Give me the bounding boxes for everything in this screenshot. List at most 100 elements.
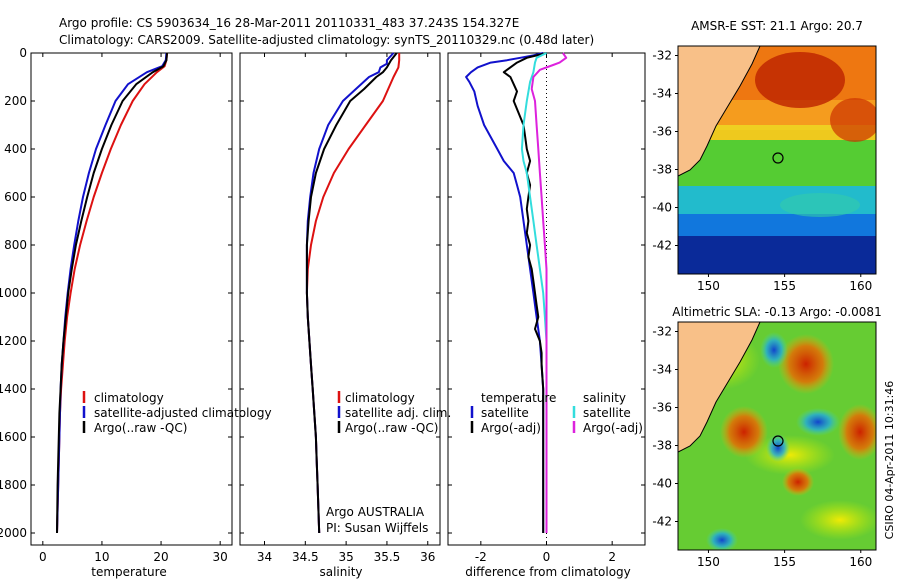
temperature-legend: climatology satellite-adjusted climatolo… <box>82 391 272 435</box>
legend-label-temperature-argo: Argo(-adj) <box>481 421 541 435</box>
x-tick-label: 30 <box>213 550 228 564</box>
series-line-satellite <box>305 52 395 534</box>
sla-positive-eddy <box>838 404 876 460</box>
legend-title-salinity: salinity <box>583 391 626 405</box>
y-tick-label: 2000 <box>0 526 27 540</box>
map-x-tick-label: 150 <box>697 555 720 569</box>
sst-coastline <box>678 46 761 177</box>
series-line-argo <box>56 52 168 534</box>
salinity-annotation-line2: PI: Susan Wijffels <box>326 521 428 535</box>
x-tick-label: 0 <box>39 550 47 564</box>
map-y-tick-label: -34 <box>652 87 672 101</box>
map-y-tick-label: -40 <box>652 477 672 491</box>
y-tick-label: 1800 <box>0 478 27 492</box>
map-x-tick-label: 150 <box>697 279 720 293</box>
legend-label-temperature-satellite: satellite <box>481 406 529 420</box>
sla-negative-eddy <box>766 434 790 462</box>
sla-yellow-patch <box>800 500 876 540</box>
series-line-climatology <box>305 53 401 534</box>
map-y-tick-label: -36 <box>652 401 672 415</box>
sst-argo-location-marker <box>772 152 784 164</box>
sst-cool-eddy <box>780 193 860 217</box>
legend-label-satellite: satellite-adjusted climatology <box>94 406 272 420</box>
map-y-tick-label: -38 <box>652 439 672 453</box>
map-x-tick-label: 155 <box>773 555 796 569</box>
sla-negative-eddy <box>706 528 738 550</box>
salinity-xlabel: salinity <box>319 565 362 579</box>
legend-label-climatology: climatology <box>345 391 415 405</box>
sla-argo-location-marker <box>772 435 784 447</box>
sla-coastline <box>678 322 761 453</box>
x-tick-label: -2 <box>475 550 487 564</box>
x-tick-label: 35 <box>338 550 353 564</box>
map-x-tick-label: 160 <box>849 555 872 569</box>
sla-map-title: Altimetric SLA: -0.13 Argo: -0.0081 <box>672 305 881 319</box>
salinity-legend: climatology satellite adj. clim. Argo(..… <box>337 391 451 435</box>
x-tick-label: 2 <box>608 550 616 564</box>
figure-title-line1: Argo profile: CS 5903634_16 28-Mar-2011 … <box>59 16 519 30</box>
difference-legend: temperature salinity satellite Argo(-adj… <box>470 391 643 435</box>
y-tick-label: 600 <box>4 190 27 204</box>
figure-title-line2: Climatology: CARS2009. Satellite-adjuste… <box>59 33 594 47</box>
temperature-panel-frame <box>30 52 233 546</box>
y-tick-label: 200 <box>4 94 27 108</box>
y-tick-label: 1600 <box>0 430 27 444</box>
y-tick-label: 0 <box>19 46 27 60</box>
x-tick-label: 35.5 <box>374 550 401 564</box>
series-line-argo <box>305 52 398 534</box>
legend-label-satellite: satellite adj. clim. <box>345 406 451 420</box>
sst-map-frame <box>677 45 877 275</box>
sla-positive-eddy <box>778 334 834 394</box>
map-y-tick-label: -42 <box>652 239 672 253</box>
y-tick-label: 1200 <box>0 334 27 348</box>
difference-xlabel: difference from climatology <box>465 565 631 579</box>
sla-positive-eddy <box>782 468 814 496</box>
map-y-tick-label: -38 <box>652 163 672 177</box>
difference-plot: -2 0 2 <box>448 52 645 564</box>
y-tick-label: 1000 <box>0 286 27 300</box>
sst-warm-eddy <box>830 98 876 142</box>
legend-label-climatology: climatology <box>94 391 164 405</box>
map-y-tick-label: -32 <box>652 49 672 63</box>
sla-negative-eddy <box>796 408 840 436</box>
legend-label-argo: Argo(..raw -QC) <box>94 421 187 435</box>
sst-band-navy <box>678 236 876 274</box>
sst-land <box>678 46 760 176</box>
sla-positive-eddy <box>720 406 768 458</box>
map-y-tick-label: -34 <box>652 363 672 377</box>
temperature-plot: 0 200 400 600 800 1000 1200 1400 1600 1800 2000 0 10… <box>0 46 232 564</box>
legend-label-salinity-satellite: satellite <box>583 406 631 420</box>
sst-band-blue <box>678 214 876 238</box>
x-tick-label: 0 <box>543 550 551 564</box>
salinity-plot: 34 34.5 35 35.5 36 <box>240 52 440 564</box>
x-tick-label: 34.5 <box>292 550 319 564</box>
sst-map-axes: -32 -34 -36 -38 -40 -42 150 155 160 <box>652 49 872 294</box>
map-x-tick-label: 160 <box>849 279 872 293</box>
map-y-tick-label: -42 <box>652 515 672 529</box>
sst-map <box>678 46 876 274</box>
x-tick-label: 36 <box>420 550 435 564</box>
y-tick-label: 400 <box>4 142 27 156</box>
sla-map <box>678 322 876 550</box>
map-y-tick-label: -40 <box>652 201 672 215</box>
legend-label-salinity-argo: Argo(-adj) <box>583 421 643 435</box>
y-tick-label: 800 <box>4 238 27 252</box>
temperature-xlabel: temperature <box>91 565 166 579</box>
series-line-salinity-argo <box>530 52 568 533</box>
map-y-tick-label: -36 <box>652 125 672 139</box>
legend-title-temperature: temperature <box>481 391 556 405</box>
x-tick-label: 20 <box>153 550 168 564</box>
sst-map-title: AMSR-E SST: 21.1 Argo: 20.7 <box>691 19 863 33</box>
sst-warm-core <box>755 52 845 108</box>
sla-land <box>678 322 760 452</box>
salinity-panel-frame <box>239 52 441 546</box>
series-line-temperature-argo <box>502 52 547 533</box>
sla-negative-eddy <box>760 332 788 368</box>
sla-map-axes: -32 -34 -36 -38 -40 -42 150 155 160 <box>652 325 872 570</box>
y-tick-label: 1400 <box>0 382 27 396</box>
x-tick-label: 10 <box>94 550 109 564</box>
salinity-annotation-line1: Argo AUSTRALIA <box>326 505 425 519</box>
series-line-temperature-satellite <box>465 52 545 533</box>
figure-credit: CSIRO 04-Apr-2011 10:31:46 <box>883 381 896 540</box>
